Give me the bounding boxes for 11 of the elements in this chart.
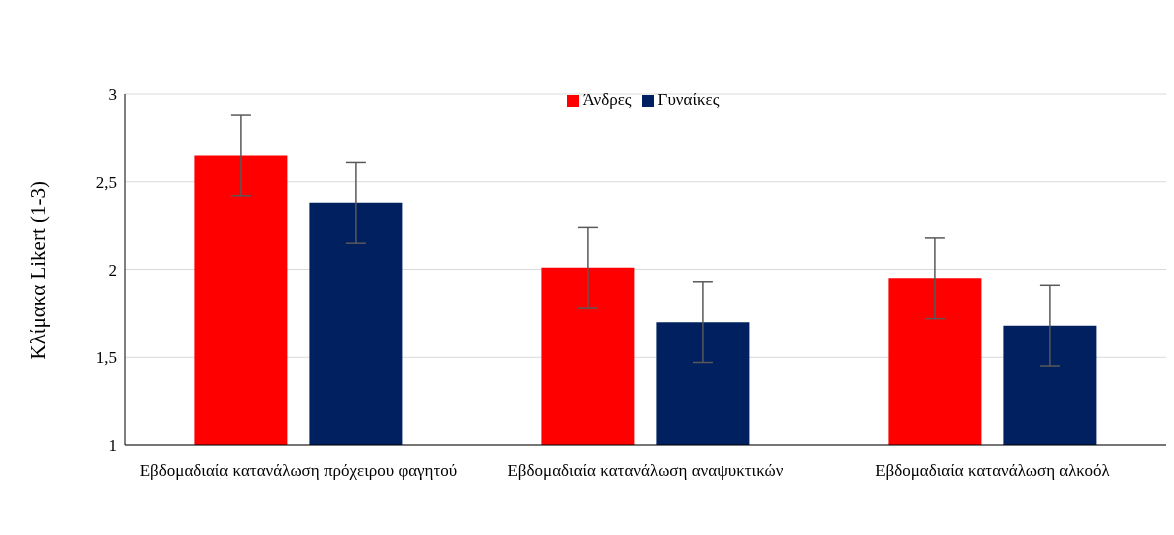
legend-label: Άνδρες xyxy=(582,90,632,109)
x-tick-label: Εβδομαδιαία κατανάλωση αλκοόλ xyxy=(874,460,1111,482)
y-tick-label: 2 xyxy=(108,260,117,280)
legend-label: Γυναίκες xyxy=(657,90,720,109)
y-axis-title: Κλίμακα Likert (1-3) xyxy=(26,181,51,360)
y-tick-label: 3 xyxy=(108,85,117,105)
y-tick-label: 2,5 xyxy=(95,172,117,192)
x-tick-label: Εβδομαδιαία κατανάλωση αναψυκτικών xyxy=(506,460,785,482)
y-tick-label: 1 xyxy=(108,436,117,456)
x-tick-label: Εβδομαδιαία κατανάλωση πρόχειρου φαγητού xyxy=(138,460,459,482)
y-tick-label: 1,5 xyxy=(95,348,117,368)
